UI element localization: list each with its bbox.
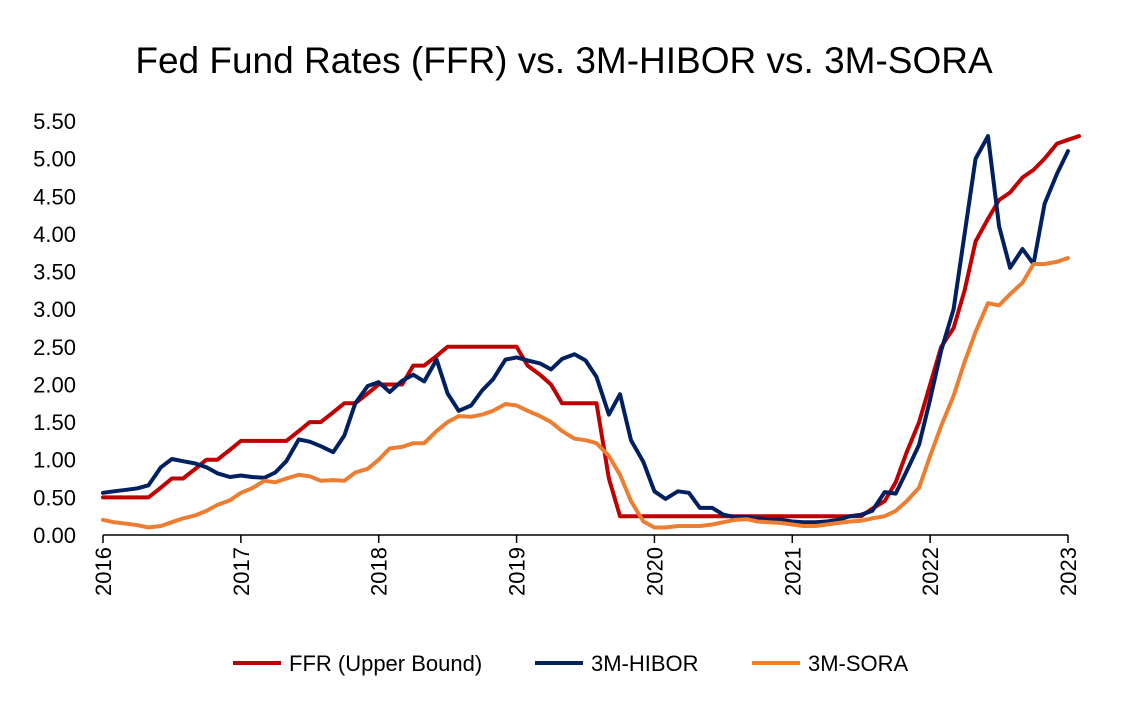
legend: FFR (Upper Bound) 3M-HIBOR 3M-SORA bbox=[233, 651, 909, 676]
x-tick-label: 2016 bbox=[91, 547, 116, 596]
y-tick-label: 2.50 bbox=[33, 335, 76, 360]
series-line bbox=[101, 134, 1081, 519]
x-tick-label: 2020 bbox=[642, 547, 667, 596]
series-line bbox=[101, 134, 1070, 525]
y-tick-label: 0.00 bbox=[33, 523, 76, 548]
x-tick-label: 2019 bbox=[505, 547, 530, 596]
x-tick-label: 2023 bbox=[1056, 547, 1081, 596]
x-tick-label: 2021 bbox=[780, 547, 805, 596]
legend-label: 3M-SORA bbox=[808, 651, 909, 676]
y-tick-label: 1.00 bbox=[33, 448, 76, 473]
y-tick-label: 0.50 bbox=[33, 485, 76, 510]
y-tick-label: 2.00 bbox=[33, 372, 76, 397]
x-tick-label: 2022 bbox=[918, 547, 943, 596]
y-tick-label: 3.50 bbox=[33, 260, 76, 285]
chart-title: Fed Fund Rates (FFR) vs. 3M-HIBOR vs. 3M… bbox=[135, 40, 993, 81]
legend-label: FFR (Upper Bound) bbox=[289, 651, 482, 676]
y-tick-label: 1.50 bbox=[33, 410, 76, 435]
y-tick-label: 3.00 bbox=[33, 297, 76, 322]
x-tick-label: 2017 bbox=[229, 547, 254, 596]
x-tick-label: 2018 bbox=[367, 547, 392, 596]
series-line bbox=[101, 256, 1070, 530]
y-tick-label: 5.50 bbox=[33, 109, 76, 134]
y-axis: 0.00 0.50 1.00 1.50 2.00 2.50 3.00 3.50 4.00 4.50… bbox=[33, 109, 76, 548]
y-tick-label: 4.00 bbox=[33, 222, 76, 247]
series-lines bbox=[101, 134, 1081, 530]
legend-label: 3M-HIBOR bbox=[591, 651, 699, 676]
y-tick-label: 4.50 bbox=[33, 184, 76, 209]
x-axis: 2016 2017 2018 2019 2020 2021 2022 2023 bbox=[91, 534, 1081, 596]
y-tick-label: 5.00 bbox=[33, 147, 76, 172]
